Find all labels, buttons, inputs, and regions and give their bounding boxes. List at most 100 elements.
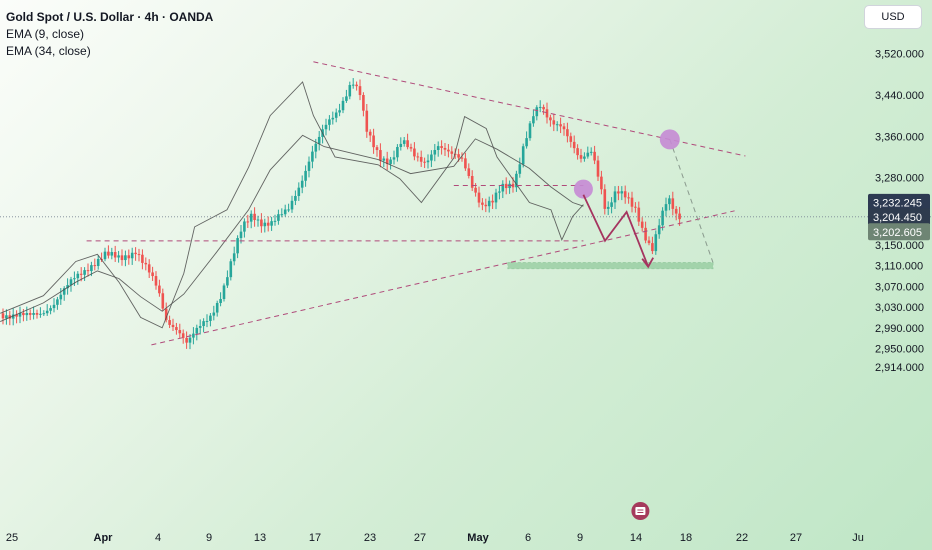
earnings-icon-body (635, 507, 646, 515)
candle-body (260, 219, 263, 227)
candle-body (246, 221, 250, 223)
candle-body (525, 138, 528, 147)
candle-body (674, 208, 678, 214)
price-label-box[interactable] (868, 193, 930, 211)
candle-body (205, 320, 209, 322)
candle-body (467, 168, 471, 177)
candle-body (542, 106, 545, 110)
candle-body (69, 279, 73, 286)
candle-body (644, 227, 647, 241)
candle-body (368, 131, 372, 136)
candle-body (25, 313, 29, 316)
candle-body (79, 273, 83, 275)
rejection-marker[interactable] (573, 179, 593, 199)
candle-body (328, 119, 331, 125)
descending-trendline[interactable] (313, 61, 746, 157)
ema-slow-label[interactable]: EMA (34, close) (6, 44, 91, 58)
candle-body (185, 337, 188, 343)
x-tick-label: 23 (364, 532, 376, 544)
x-tick-label: 13 (254, 532, 266, 544)
candle-body (498, 191, 501, 193)
candle-body (470, 176, 474, 188)
candle-body (256, 219, 260, 221)
candle-body (297, 187, 301, 197)
candle-body (49, 308, 52, 311)
ema-fast-label[interactable]: EMA (9, close) (6, 27, 85, 41)
candle-body (399, 143, 403, 148)
candle-body (657, 225, 661, 235)
ascending-trendline[interactable] (151, 210, 735, 346)
candle-body (569, 136, 573, 142)
candle-body (511, 183, 515, 188)
candle-body (141, 254, 144, 263)
candle-body (423, 161, 426, 163)
candle-body (426, 160, 430, 163)
candle-body (348, 85, 352, 97)
ema-34-line[interactable] (0, 134, 584, 323)
price-label-box[interactable] (868, 223, 930, 241)
ema-9-line[interactable] (0, 81, 584, 329)
candle-body (134, 252, 137, 255)
candle-body (42, 313, 46, 315)
x-tick-label: 17 (309, 532, 321, 544)
candle-body (606, 206, 610, 209)
projected-path-arrow[interactable] (582, 194, 650, 268)
candle-body (18, 312, 22, 317)
candle-body (515, 173, 518, 188)
x-tick-label: 27 (414, 532, 426, 544)
candle-body (651, 243, 654, 252)
y-tick-label: 2,914.000 (875, 362, 924, 374)
y-tick-label: 3,030.000 (875, 302, 924, 314)
candle-body (144, 262, 148, 265)
candle-body (317, 136, 321, 144)
candle-body (35, 313, 39, 315)
candle-body (678, 213, 681, 220)
projection-line[interactable] (669, 139, 714, 263)
y-tick-label: 3,150.000 (875, 240, 924, 252)
y-tick-label: 3,360.000 (875, 131, 924, 143)
price-label-box[interactable] (868, 208, 930, 226)
candle-body (355, 84, 358, 87)
y-tick-label: 3,520.000 (875, 49, 924, 61)
candle-body (549, 117, 552, 121)
candle-body (5, 315, 8, 319)
candle-body (559, 124, 562, 127)
candle-body (521, 146, 525, 165)
candle-body (45, 310, 49, 314)
candle-body (661, 210, 664, 226)
currency-button[interactable]: USD (864, 5, 922, 29)
candle-body (596, 160, 600, 177)
symbol-title[interactable]: Gold Spot / U.S. Dollar · 4h · OANDA (6, 10, 214, 24)
candle-body (232, 253, 236, 262)
candle-body (236, 238, 239, 254)
candle-body (375, 147, 379, 151)
candle-body (103, 251, 107, 260)
x-tick-label: Apr (94, 532, 114, 544)
candle-body (477, 192, 481, 203)
candle-body (501, 183, 505, 192)
candle-body (413, 148, 416, 157)
candle-body (263, 222, 267, 227)
candle-body (266, 222, 270, 226)
target-marker[interactable] (659, 129, 680, 150)
x-tick-label: 14 (630, 532, 642, 544)
candle-body (409, 147, 413, 149)
candle-body (579, 155, 583, 159)
y-tick-label: 3,280.000 (875, 173, 924, 185)
target-zone[interactable] (507, 262, 714, 270)
candle-body (96, 258, 100, 266)
candle-body (572, 141, 576, 149)
candle-body (365, 110, 369, 132)
candle-body (623, 191, 627, 198)
candle-body (552, 120, 556, 125)
candle-body (188, 337, 192, 343)
candle-body (436, 146, 440, 150)
candle-body (243, 221, 246, 232)
candle-body (443, 147, 447, 150)
candle-body (226, 277, 229, 286)
candle-body (154, 276, 158, 286)
candle-body (416, 156, 420, 158)
candle-body (158, 285, 161, 294)
